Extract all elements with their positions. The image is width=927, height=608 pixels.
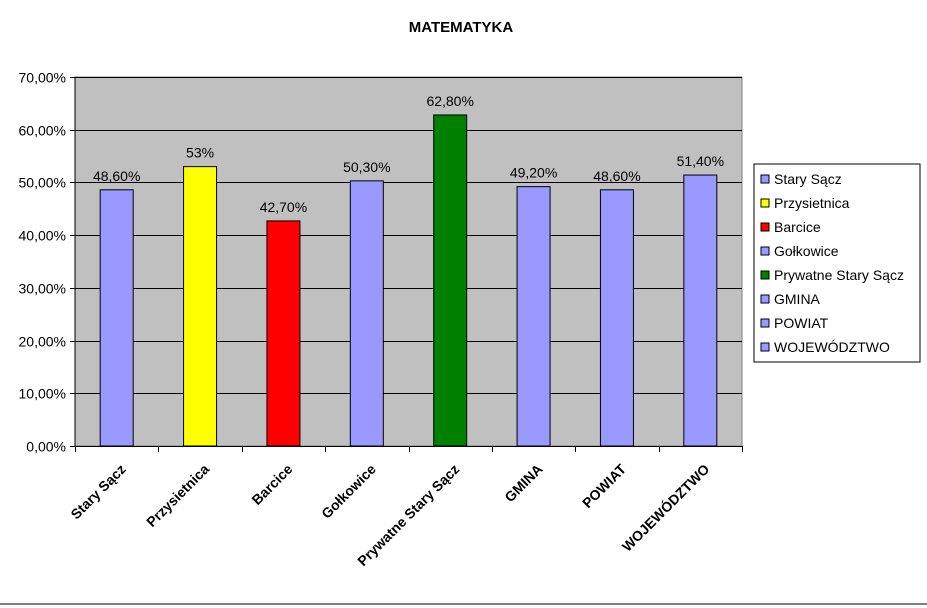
legend-swatch [760,198,770,208]
bar [516,186,551,447]
bar [433,114,468,447]
legend-swatch [760,222,770,232]
y-tick-label: 50,00% [19,175,66,191]
y-tick-label: 0,00% [26,439,66,455]
data-label: 48,60% [93,168,140,184]
x-tick-label: Gołkowice [318,461,379,522]
data-label: 48,60% [593,168,640,184]
y-axis: 0,00% 10,00% 20,00% 30,00% 40,00% 50,00% 60,00… [19,70,76,455]
x-tick-label: Stary Sącz [67,461,128,522]
bars [99,114,718,447]
x-tick-label: GMINA [501,461,545,505]
x-tick-label: Barcice [248,461,295,508]
legend-swatch [760,294,770,304]
y-tick-label: 60,00% [19,123,66,139]
legend-swatch [760,342,770,352]
bar [683,174,718,447]
data-label: 49,20% [510,165,557,181]
chart-title: MATEMATYKA [409,19,514,36]
bar [349,180,384,447]
x-axis: Stary Sącz Przysietnica Barcice GołkowicePr… [67,446,743,569]
y-tick-label: 40,00% [19,228,66,244]
legend-item-label: Prywatne Stary Sącz [774,267,904,283]
legend-item-label: Gołkowice [774,243,839,259]
x-tick-label: POWIAT [579,461,629,511]
y-tick-label: 70,00% [19,70,66,86]
legend-item-label: GMINA [774,291,821,307]
data-label: 42,70% [260,199,307,215]
y-tick-label: 20,00% [19,334,66,350]
plot-area [74,76,743,447]
legend-box [753,163,921,363]
data-label: 51,40% [677,153,724,169]
x-tick-label: WOJEWÓDZTWO [618,460,713,555]
legend-swatch [760,174,770,184]
x-tick-label: Przysietnica [143,461,212,530]
y-tick-label: 30,00% [19,281,66,297]
data-label: 50,30% [343,159,390,175]
y-tick-label: 10,00% [19,386,66,402]
bar [599,189,634,447]
bar [266,220,301,447]
data-label: 53% [186,145,214,161]
legend-item-label: Stary Sącz [774,171,842,187]
legend-item-label: Przysietnica [774,195,850,211]
bar [99,189,134,447]
legend-swatch [760,246,770,256]
data-label: 62,80% [426,93,473,109]
bar [183,166,218,447]
legend-swatch [760,270,770,280]
data-labels: 48,60% 53% 42,70% 50,30% 62,80% 49,20% 48,60% 5… [93,93,724,215]
legend-item-label: WOJEWÓDZTWO [774,339,890,355]
legend-item-label: POWIAT [774,315,829,331]
legend-item-label: Barcice [774,219,821,235]
legend-swatch [760,318,770,328]
legend: Stary Sącz Przysietnica Barcice Gołkowice Pr… [753,163,921,363]
